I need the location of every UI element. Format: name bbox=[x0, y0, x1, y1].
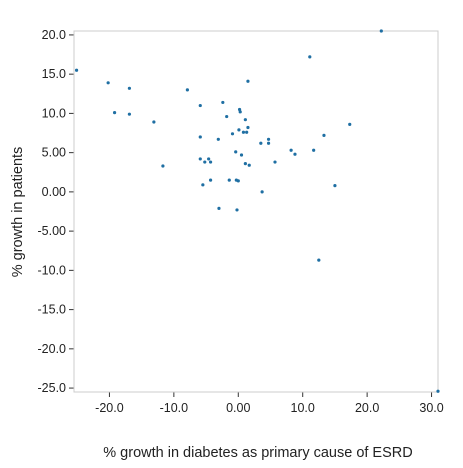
data-point bbox=[260, 190, 264, 194]
data-point bbox=[127, 86, 132, 90]
data-point bbox=[207, 157, 211, 161]
data-point bbox=[293, 152, 297, 156]
y-axis-ticks: 20.0 15.0 10.0 5.00 0.00 -5.00 -10.0 -15.0 -20.0… bbox=[38, 28, 74, 395]
data-point bbox=[246, 79, 250, 83]
data-point bbox=[348, 122, 352, 126]
data-point bbox=[216, 137, 220, 141]
y-tick-label: 15.0 bbox=[42, 67, 66, 81]
data-point bbox=[203, 160, 207, 164]
data-point bbox=[266, 141, 271, 145]
data-point bbox=[333, 184, 337, 188]
data-point bbox=[273, 160, 277, 164]
x-axis-ticks: -20.0 -10.0 0.00 10.0 20.0 30.0 bbox=[95, 392, 444, 415]
data-point bbox=[112, 111, 117, 115]
y-tick-label: 20.0 bbox=[42, 28, 66, 42]
y-tick-label: -20.0 bbox=[38, 342, 67, 356]
data-point bbox=[379, 29, 383, 33]
data-point bbox=[308, 55, 312, 59]
data-point bbox=[106, 81, 110, 85]
data-point bbox=[247, 163, 251, 167]
y-axis-title: % growth in patients bbox=[10, 147, 26, 278]
y-tick-label: 5.00 bbox=[42, 146, 66, 160]
data-point bbox=[241, 130, 246, 134]
data-point bbox=[198, 103, 202, 108]
data-point bbox=[225, 114, 229, 119]
data-point bbox=[74, 68, 79, 72]
data-point bbox=[234, 150, 238, 154]
data-point bbox=[246, 125, 250, 130]
data-point bbox=[322, 133, 326, 137]
data-point bbox=[201, 183, 205, 187]
y-tick-label: 0.00 bbox=[42, 185, 66, 199]
data-point bbox=[208, 160, 213, 164]
data-point bbox=[221, 100, 225, 105]
x-tick-label: 0.00 bbox=[226, 401, 250, 415]
data-point bbox=[259, 141, 263, 145]
data-point bbox=[198, 135, 202, 139]
data-point bbox=[237, 128, 241, 132]
data-point bbox=[243, 162, 247, 166]
x-axis-title: % growth in diabetes as primary cause of… bbox=[103, 445, 412, 461]
data-point bbox=[161, 164, 165, 168]
data-point bbox=[243, 118, 247, 122]
data-point bbox=[198, 157, 202, 161]
y-tick-label: -25.0 bbox=[38, 381, 67, 395]
plot-frame bbox=[73, 30, 439, 393]
data-point bbox=[266, 137, 271, 141]
x-tick-label: -20.0 bbox=[95, 401, 124, 415]
data-point bbox=[289, 148, 293, 152]
y-tick-label: -5.00 bbox=[38, 224, 67, 238]
data-point bbox=[227, 178, 231, 182]
x-tick-label: 20.0 bbox=[355, 401, 379, 415]
data-point bbox=[217, 206, 221, 210]
x-tick-label: 10.0 bbox=[291, 401, 315, 415]
data-point bbox=[185, 88, 189, 92]
y-tick-label: 10.0 bbox=[42, 106, 66, 120]
y-tick-label: -10.0 bbox=[38, 263, 67, 277]
data-point bbox=[436, 389, 440, 393]
x-tick-label: -10.0 bbox=[160, 401, 189, 415]
data-point bbox=[239, 153, 244, 157]
data-point bbox=[230, 132, 235, 136]
data-point bbox=[127, 112, 132, 116]
data-point bbox=[317, 258, 321, 262]
data-point bbox=[235, 208, 239, 212]
data-point bbox=[236, 179, 240, 183]
data-points bbox=[74, 29, 440, 393]
data-point bbox=[245, 130, 249, 134]
data-point bbox=[238, 110, 242, 114]
y-tick-label: -15.0 bbox=[38, 303, 67, 317]
data-point bbox=[312, 148, 316, 152]
x-tick-label: 30.0 bbox=[419, 401, 443, 415]
data-point bbox=[208, 178, 213, 182]
data-point bbox=[152, 120, 156, 124]
